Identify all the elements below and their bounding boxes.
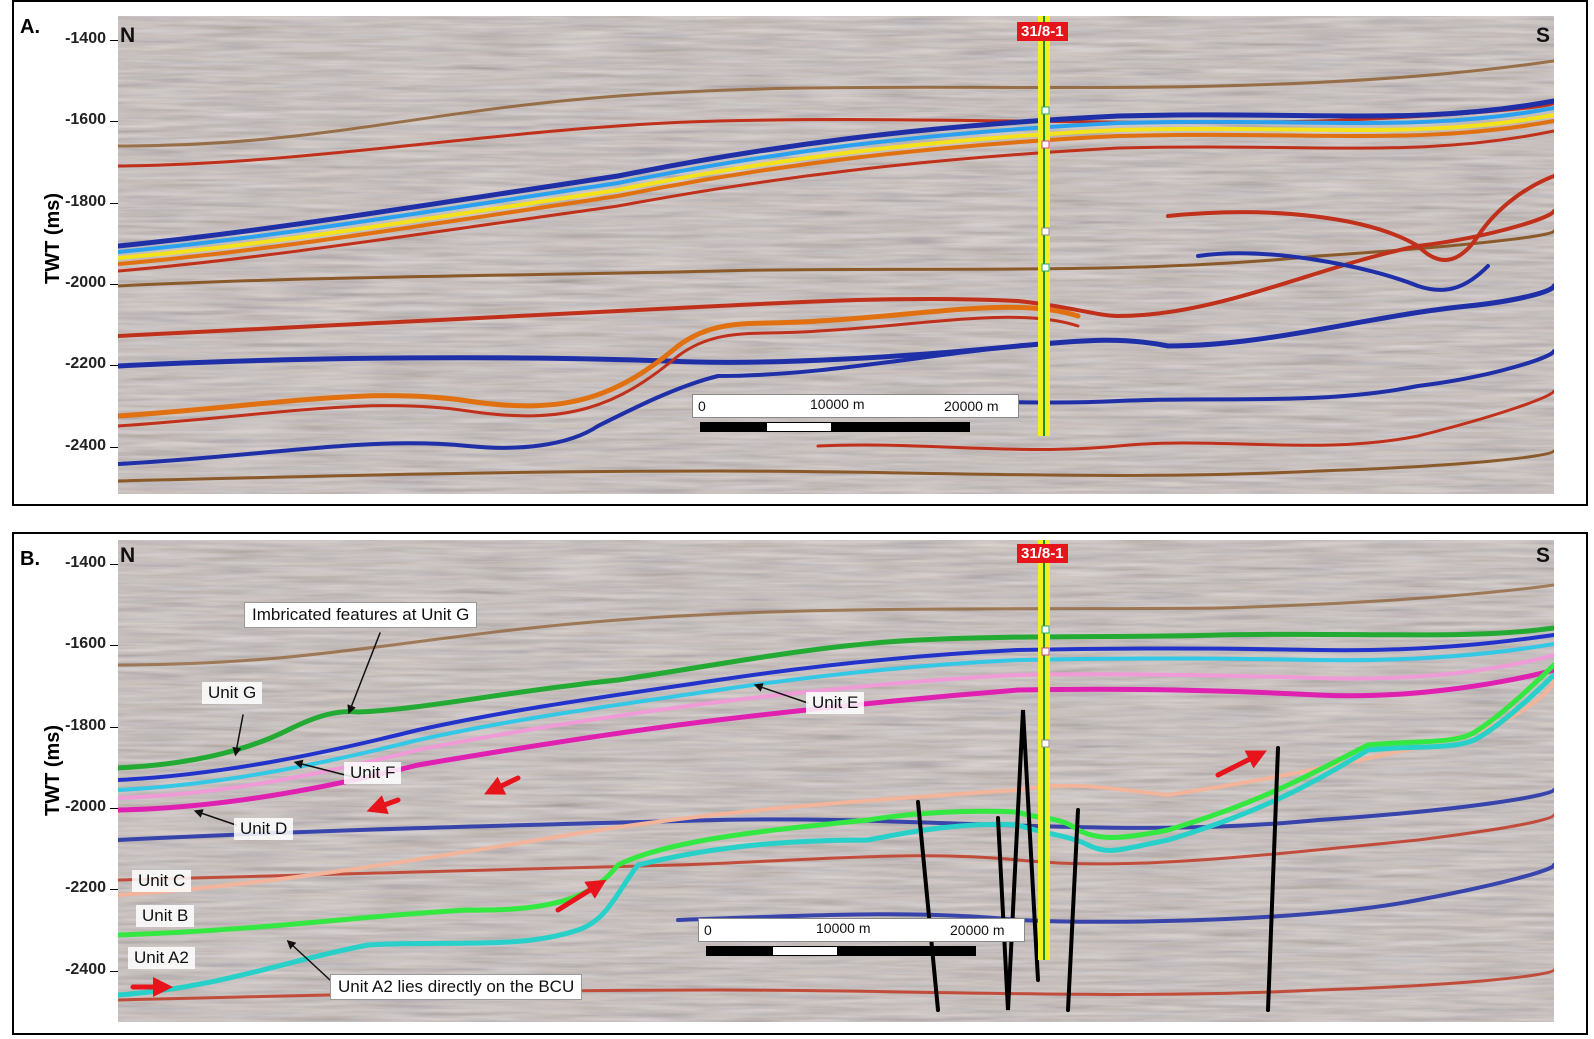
- tick-label: -2400: [65, 437, 106, 454]
- tick-label: -1800: [65, 717, 106, 734]
- south-label: S: [1536, 24, 1551, 47]
- panel-letter: B.: [20, 548, 40, 570]
- tick-label: -1800: [65, 193, 106, 210]
- unit-d-label: Unit D: [234, 818, 294, 840]
- south-label: S: [1536, 544, 1551, 567]
- movement-arrow: [483, 775, 521, 795]
- tick-label: -2000: [65, 274, 106, 291]
- bcu-callout: Unit A2 lies directly on the BCU: [330, 974, 583, 1000]
- tick-mark: [110, 808, 118, 809]
- scale-bar: 0 10000 m 20000 m: [692, 394, 1019, 442]
- movement-arrow: [1215, 750, 1267, 778]
- scale-mid: 10000 m: [816, 920, 871, 936]
- panel-b: B. TWT (ms) -1400 -1600 -1800 -2000 -220…: [12, 532, 1588, 1035]
- unit-a2-label: Unit A2: [128, 947, 195, 969]
- tick-mark: [110, 889, 118, 890]
- tick-label: -2200: [65, 879, 106, 896]
- unit-f-label: Unit F: [344, 762, 402, 784]
- movement-arrow: [366, 795, 401, 814]
- tick-mark: [110, 203, 118, 204]
- tick-mark: [110, 564, 118, 565]
- panel-a: A. TWT (ms) -1400 -1600 -1800 -2000 -220…: [12, 0, 1588, 506]
- unit-g-label: Unit G: [202, 682, 263, 704]
- unit-e-horizon: [118, 633, 1554, 782]
- tick-mark: [110, 645, 118, 646]
- north-label: N: [120, 544, 136, 567]
- seismic-section-a: [118, 16, 1554, 494]
- fault-line: [1266, 746, 1280, 1012]
- scale-end: 20000 m: [950, 922, 1005, 938]
- tick-label: -1400: [65, 30, 106, 47]
- unit-a2-horizon: [118, 672, 1554, 998]
- scale-mid: 10000 m: [810, 396, 865, 412]
- pink-horizon: [118, 653, 1554, 800]
- panel-letter: A.: [20, 16, 40, 38]
- unit-g-horizon: [118, 625, 1554, 771]
- unit-e-label: Unit E: [806, 692, 865, 714]
- north-label: N: [120, 24, 136, 47]
- tick-label: -1400: [65, 554, 106, 571]
- movement-arrow: [555, 879, 607, 913]
- reflectors: [118, 59, 1554, 483]
- scale-zero: 0: [704, 922, 712, 938]
- unit-f-horizon: [118, 642, 1554, 792]
- fault-line: [996, 709, 1040, 1011]
- scale-bar: 0 10000 m 20000 m: [698, 918, 1025, 966]
- tick-mark: [110, 121, 118, 122]
- unit-b-horizon: [118, 662, 1554, 938]
- tick-label: -1600: [65, 111, 106, 128]
- tick-mark: [110, 40, 118, 41]
- tick-label: -2200: [65, 355, 106, 372]
- tick-mark: [110, 284, 118, 285]
- tick-mark: [110, 365, 118, 366]
- tick-mark: [110, 727, 118, 728]
- well-label: 31/8-1: [1017, 544, 1068, 563]
- tick-label: -1600: [65, 635, 106, 652]
- tick-label: -2000: [65, 798, 106, 815]
- tick-label: -2400: [65, 961, 106, 978]
- tick-mark: [110, 971, 118, 972]
- well-label: 31/8-1: [1017, 22, 1068, 41]
- scale-zero: 0: [698, 398, 706, 414]
- scale-end: 20000 m: [944, 398, 999, 414]
- fault-line: [1066, 808, 1080, 1012]
- fault-line: [916, 800, 940, 1012]
- tick-mark: [110, 447, 118, 448]
- unit-b-label: Unit B: [136, 905, 195, 927]
- unit-c-label: Unit C: [132, 870, 192, 892]
- imbricated-callout: Imbricated features at Unit G: [244, 602, 478, 628]
